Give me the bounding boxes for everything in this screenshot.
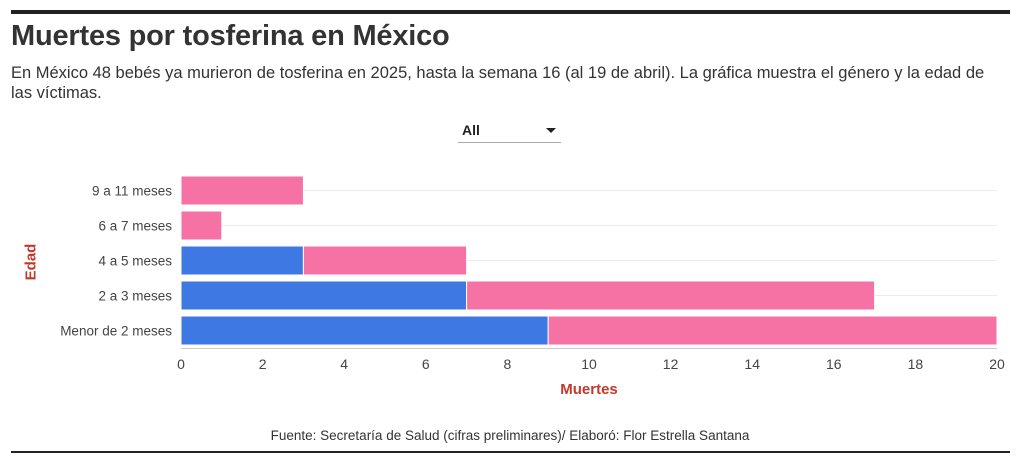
chart-title: Muertes por tosferina en México [11,20,450,52]
bar-pink [302,245,468,276]
chart-subtitle: En México 48 bebés ya murieron de tosfer… [11,64,985,102]
x-tick-label: 18 [908,356,924,372]
top-rule [11,10,1010,14]
x-tick-label: 20 [989,356,1005,372]
y-tick-label: 2 a 3 meses [98,289,172,304]
source-note: Fuente: Secretaría de Salud (cifras prel… [270,428,750,443]
bar-blue [180,280,468,311]
y-axis-title: Edad [22,243,40,281]
x-tick-label: 2 [259,356,267,372]
x-tick-label: 6 [422,356,430,372]
x-tick-label: 8 [504,356,512,372]
y-tick-label: 4 a 5 meses [98,254,172,269]
bar-pink [180,210,223,241]
bar-pink [547,315,998,346]
x-tick-label: 12 [663,356,679,372]
filter-dropdown[interactable]: All [458,118,561,143]
x-axis-title: Muertes [560,381,618,398]
x-tick-label: 14 [744,356,760,372]
x-tick-label: 10 [581,356,597,372]
bar-blue [180,315,549,346]
filter-dropdown-value: All [462,122,480,138]
bottom-rule [11,451,1010,453]
y-tick-label: 6 a 7 meses [98,219,172,234]
x-tick-label: 0 [177,356,185,372]
bar-pink [180,175,304,206]
chevron-down-icon [546,128,556,133]
y-tick-label: 9 a 11 meses [92,184,172,199]
x-tick-label: 4 [340,356,348,372]
bar-pink [466,280,876,311]
x-tick-label: 16 [826,356,842,372]
bar-blue [180,245,304,276]
y-tick-label: Menor de 2 meses [60,324,172,339]
